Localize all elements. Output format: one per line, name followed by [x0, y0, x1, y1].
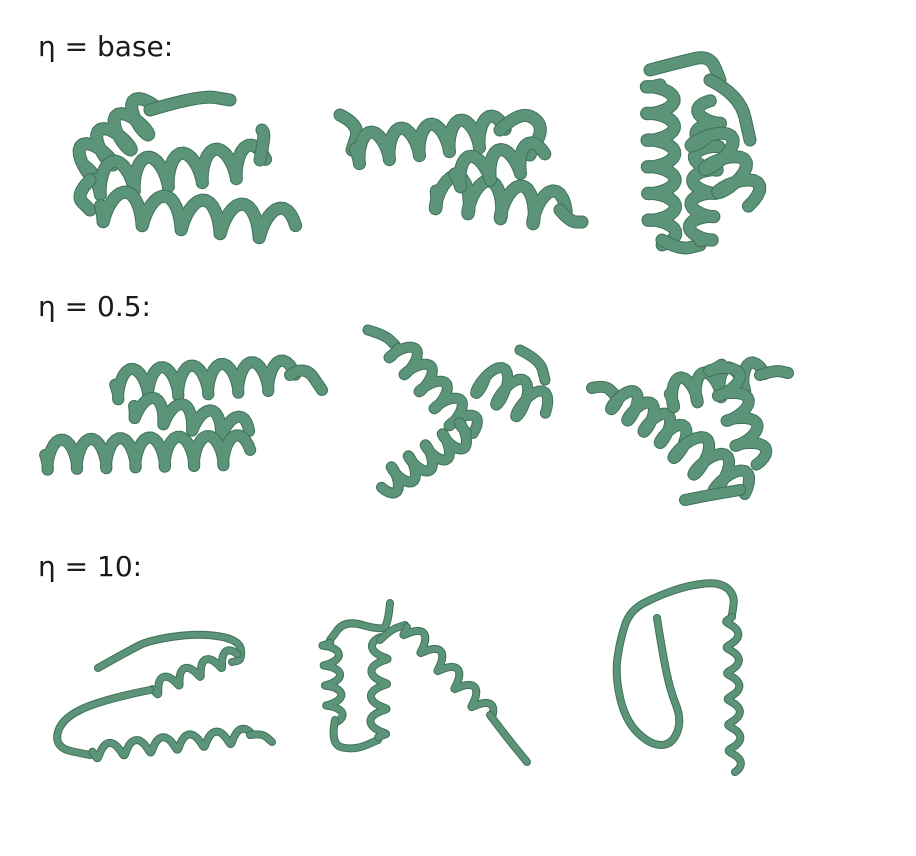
structure-10-3-segment-1 [723, 614, 744, 776]
structure-base-2-segment-1 [349, 110, 511, 170]
structure-base-3-segment-1 [640, 79, 682, 251]
row-label-base: η = base: [38, 30, 174, 63]
structure-05-2-segment-3 [515, 345, 550, 385]
structure-10-2-segment-4 [377, 622, 408, 643]
structure-base-2-segment-2 [494, 109, 546, 161]
structure-10-2-segment-1 [319, 639, 346, 726]
structure-10-2-segment-2 [330, 717, 381, 752]
structure-base-1-segment-3 [254, 124, 270, 166]
structure-05-2-segment-0 [363, 325, 400, 350]
structure-10-1-segment-1 [149, 647, 241, 698]
structure-base-3-segment-0 [644, 52, 726, 86]
structure-10-2-segment-3 [367, 634, 391, 741]
structure-05-2-segment-2 [471, 363, 553, 422]
row-label-10: η = 10: [38, 550, 143, 583]
structure-05-3-segment-6 [680, 485, 745, 505]
structure-base-1-segment-2 [90, 139, 272, 201]
structure-10-1-segment-3 [89, 725, 256, 762]
structure-base-2-segment-0 [334, 109, 363, 156]
structure-base-1-segment-4 [74, 174, 96, 216]
structure-05-1-segment-3 [40, 430, 256, 475]
structure-05-2-segment-4 [377, 418, 471, 498]
structure-05-3-segment-4 [668, 432, 755, 499]
structure-10-2-segment-6 [487, 712, 530, 765]
structure-10-1-segment-2 [54, 687, 153, 758]
structure-05-1-segment-0 [110, 355, 301, 405]
structure-base-3-segment-4 [685, 127, 766, 212]
structure-05-3-segment-5 [704, 359, 772, 470]
structure-05-1-segment-2 [129, 392, 255, 442]
structure-base-3-segment-2 [656, 234, 706, 254]
structure-10-2-segment-0 [327, 600, 393, 643]
structure-05-2-segment-1 [384, 342, 482, 438]
structure-base-2-segment-4 [449, 137, 551, 193]
structure-05-3-segment-3 [755, 366, 793, 380]
structure-05-3-segment-0 [587, 381, 620, 400]
structure-10-3-segment-0 [613, 580, 737, 748]
structure-base-2-segment-5 [554, 204, 588, 228]
structure-base-3-segment-5 [704, 74, 756, 146]
structure-10-2-segment-5 [400, 624, 497, 720]
structure-base-1-segment-1 [144, 91, 236, 116]
structure-10-1-segment-4 [247, 731, 275, 745]
structure-base-1-segment-5 [95, 186, 302, 244]
structure-05-1-segment-1 [285, 365, 327, 395]
row-label-0-5: η = 0.5: [38, 290, 151, 323]
structure-05-3-segment-1 [606, 386, 692, 449]
structure-base-1-segment-0 [73, 93, 161, 186]
